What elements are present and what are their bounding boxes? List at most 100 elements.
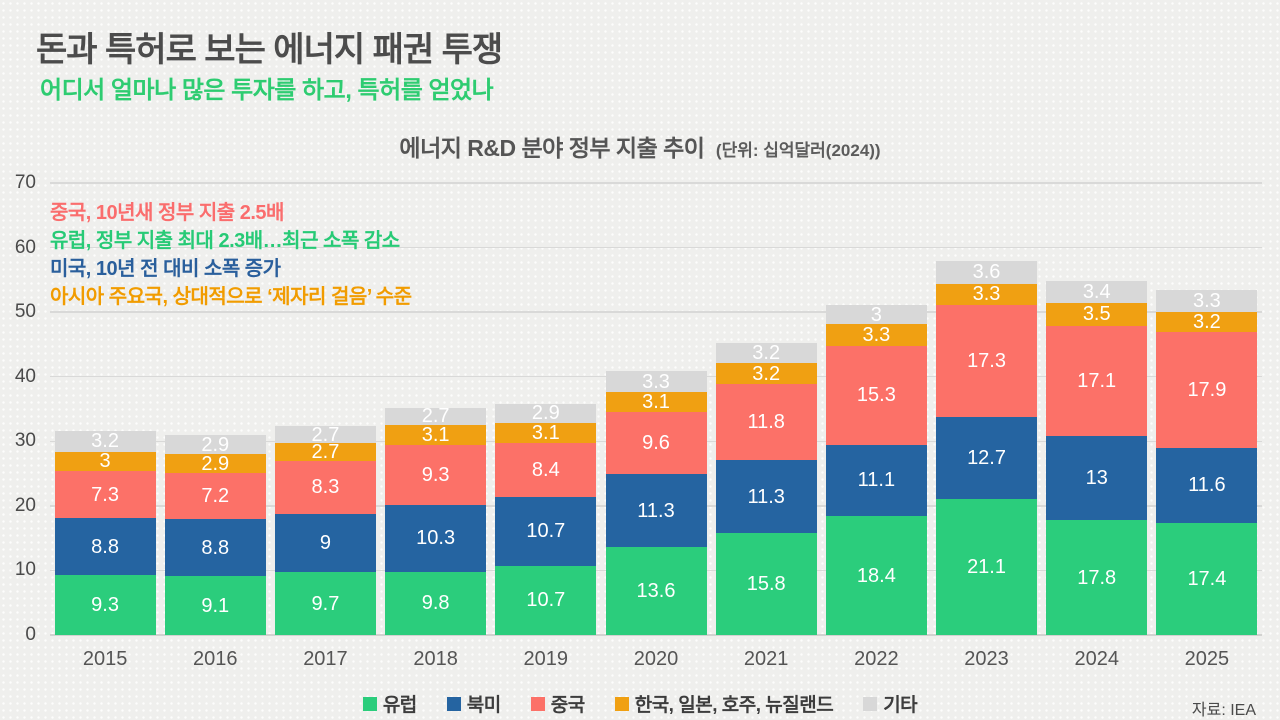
legend-swatch-icon: [863, 696, 878, 711]
bar-value-label: 8.3: [311, 476, 340, 499]
bar-value-label: 11.3: [637, 499, 675, 522]
chart-title-row: 에너지 R&D 분야 정부 지출 추이 (단위: 십억달러(2024)): [0, 129, 1280, 163]
source-credit: 자료: IEA: [1191, 702, 1256, 719]
page-title: 돈과 특허로 보는 에너지 패권 투쟁: [36, 31, 503, 69]
bar-value-label: 3.6: [972, 261, 1001, 284]
y-tick-label-40: 40: [14, 365, 36, 387]
bar-segment-2019-북미: 10.7: [495, 496, 597, 566]
bar-segment-2017-기타: 2.7: [274, 425, 376, 445]
x-tick-label-2023: 2023: [964, 648, 1009, 670]
bar-segment-2021-기타: 3.2: [715, 342, 817, 364]
legend-label: 유럽: [382, 695, 417, 716]
annotation-line-2: 유럽, 정부 지출 최대 2.3배…최근 소폭 감소: [50, 230, 400, 252]
annotation-line-4: 아시아 주요국, 상대적으로 ‘제자리 걸음’ 수준: [50, 286, 412, 308]
bar-value-label: 3: [99, 450, 111, 473]
bar-value-label: 3.1: [421, 424, 450, 447]
annotation-line-1: 중국, 10년새 정부 지출 2.5배: [50, 202, 284, 224]
bar-segment-2019-유럽: 10.7: [495, 565, 597, 635]
x-tick-label-2015: 2015: [82, 648, 128, 670]
bar-value-label: 2.9: [201, 433, 230, 456]
bar-segment-2015-유럽: 9.3: [54, 574, 156, 635]
bar-value-label: 17.9: [1187, 378, 1227, 401]
bar-segment-2021-유럽: 15.8: [715, 532, 817, 635]
bar-value-label: 10.3: [416, 527, 456, 550]
bar-value-label: 3.3: [1193, 289, 1221, 312]
x-tick-label-2016: 2016: [193, 648, 238, 670]
legend-label: 한국, 일본, 호주, 뉴질랜드: [634, 695, 834, 716]
bar-value-label: 2.7: [421, 405, 450, 428]
bar-value-label: 11.3: [747, 485, 785, 508]
bar-segment-2019-중국: 8.4: [495, 442, 597, 497]
bar-value-label: 3.2: [91, 430, 119, 453]
bar-value-label: 10.7: [526, 520, 566, 543]
bar-segment-2023-기타: 3.6: [936, 260, 1038, 284]
legend: 유럽 북미 중국 한국, 일본, 호주, 뉴질랜드 기타: [0, 690, 1280, 717]
x-tick-label-2024: 2024: [1074, 648, 1119, 670]
legend-item-북미: 북미: [446, 690, 501, 717]
bar-value-label: 9.3: [91, 593, 119, 616]
bar-segment-2024-한국, 일본, 호주, 뉴질랜드: 3.5: [1046, 303, 1148, 326]
bar-segment-2023-유럽: 21.1: [936, 498, 1038, 635]
bar-segment-2015-한국, 일본, 호주, 뉴질랜드: 3: [54, 450, 156, 473]
bar-segment-2016-한국, 일본, 호주, 뉴질랜드: 2.9: [164, 452, 266, 475]
bar-value-label: 3.1: [531, 421, 560, 444]
bar-value-label: 8.8: [201, 536, 230, 559]
bar-value-label: 17.3: [967, 349, 1006, 372]
bar-segment-2025-중국: 17.9: [1156, 332, 1258, 448]
bar-value-label: 12.7: [967, 446, 1006, 469]
x-tick-label-2020: 2020: [633, 648, 679, 670]
bar-segment-2018-중국: 9.3: [385, 445, 487, 506]
bar-value-label: 8.4: [531, 458, 560, 481]
bar-value-label: 3.3: [642, 370, 670, 393]
bar-value-label: 11.1: [857, 469, 896, 492]
legend-swatch-icon: [614, 696, 629, 711]
legend-item-한국, 일본, 호주, 뉴질랜드: 한국, 일본, 호주, 뉴질랜드: [614, 690, 834, 717]
bar-segment-2017-중국: 8.3: [274, 460, 376, 515]
bar-segment-2022-북미: 11.1: [825, 444, 927, 517]
x-tick-label-2021: 2021: [743, 648, 789, 670]
bar-segment-2018-기타: 2.7: [385, 405, 487, 428]
bar-segment-2023-한국, 일본, 호주, 뉴질랜드: 3.3: [936, 283, 1038, 306]
bar-value-label: 13: [1085, 467, 1108, 490]
bar-value-label: 3.5: [1082, 303, 1111, 326]
bar-segment-2025-한국, 일본, 호주, 뉴질랜드: 3.2: [1156, 311, 1258, 333]
bar-segment-2020-기타: 3.3: [605, 370, 707, 393]
bar-segment-2025-유럽: 17.4: [1156, 522, 1258, 635]
legend-label: 북미: [466, 695, 501, 716]
bar-value-label: 15.3: [856, 384, 896, 407]
bar-value-label: 3.1: [642, 391, 670, 414]
bar-segment-2022-한국, 일본, 호주, 뉴질랜드: 3.3: [825, 324, 927, 346]
legend-item-기타: 기타: [863, 690, 918, 717]
y-tick-label-10: 10: [14, 559, 36, 581]
x-tick-label-2022: 2022: [854, 648, 899, 670]
bar-segment-2025-북미: 11.6: [1156, 447, 1258, 523]
grid-line-50: [50, 311, 1262, 313]
x-tick-label-2017: 2017: [303, 648, 348, 670]
bar-value-label: 13.6: [636, 580, 676, 603]
bar-segment-2022-기타: 3: [825, 305, 927, 325]
bar-value-label: 9.8: [421, 592, 450, 615]
bar-segment-2020-북미: 11.3: [605, 474, 707, 548]
bar-segment-2016-유럽: 9.1: [164, 576, 266, 635]
y-tick-label-50: 50: [14, 301, 36, 323]
bar-segment-2021-북미: 11.3: [715, 460, 817, 533]
y-tick-label-0: 0: [25, 624, 36, 645]
legend-item-유럽: 유럽: [362, 690, 417, 717]
bar-value-label: 2.9: [531, 402, 560, 425]
bar-value-label: 9: [319, 532, 332, 555]
y-tick-label-20: 20: [14, 494, 36, 516]
bar-value-label: 9.1: [201, 594, 230, 617]
bar-segment-2015-중국: 7.3: [54, 471, 156, 519]
bar-segment-2017-북미: 9: [274, 514, 376, 573]
bar-value-label: 2.9: [201, 452, 230, 475]
chart-title: 에너지 R&D 분야 정부 지출 추이: [399, 135, 705, 161]
legend-swatch-icon: [530, 696, 545, 711]
bar-segment-2016-북미: 8.8: [164, 519, 266, 577]
bar-value-label: 21.1: [967, 555, 1006, 578]
bar-value-label: 15.8: [746, 572, 786, 595]
bar-segment-2018-북미: 10.3: [385, 505, 487, 572]
bar-segment-2020-중국: 9.6: [605, 412, 707, 475]
bar-value-label: 7.3: [91, 483, 119, 506]
bar-segment-2024-북미: 13: [1046, 436, 1148, 521]
